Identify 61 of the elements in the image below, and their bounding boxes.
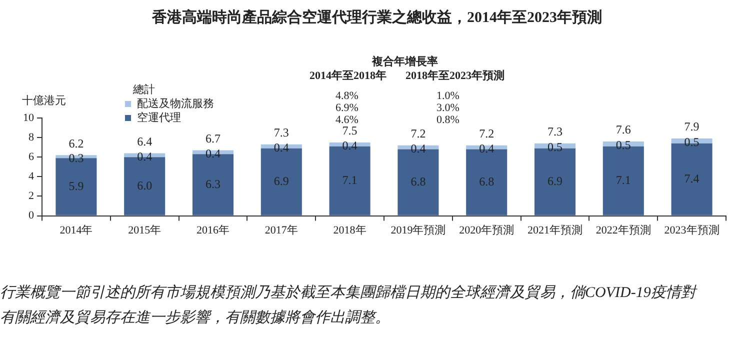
data-label: 0.4 <box>479 141 494 156</box>
text: 6.9% <box>336 102 358 114</box>
data-label: 0.5 <box>616 138 631 152</box>
x-tick-label: 2014年 <box>60 224 93 236</box>
data-label: 0.5 <box>684 135 700 150</box>
data-label: 7.1 <box>616 172 631 187</box>
data-label: 0.4 <box>410 141 426 156</box>
text: 1.0% <box>436 90 460 102</box>
y-axis-title: 十億港元 <box>22 94 66 107</box>
y-tick-label: 6 <box>28 151 34 164</box>
total-label: 7.2 <box>479 126 494 141</box>
text: 2018年至2023年預測 <box>406 68 504 82</box>
data-label: 6.8 <box>410 174 426 188</box>
data-label: 6.9 <box>274 174 289 188</box>
y-tick-label: 8 <box>28 131 34 144</box>
text: 4.8% <box>336 90 358 102</box>
data-label: 5.9 <box>68 178 84 193</box>
legend-label: 配送及物流服務 <box>137 96 214 110</box>
annotation: 4.6% <box>336 114 358 126</box>
data-label: 7.1 <box>342 172 358 187</box>
data-label: 0.4 <box>274 140 289 155</box>
y-tick-label: 0 <box>28 210 34 222</box>
data-label: 7.4 <box>684 172 700 186</box>
data-label: 0.4 <box>206 146 220 160</box>
y-tick-label: 10 <box>23 112 34 124</box>
text: 複合年增長率 <box>371 54 438 68</box>
total-label: 7.3 <box>274 126 289 140</box>
total-label: 7.9 <box>684 120 700 134</box>
x-tick-label: 2022年預測 <box>596 224 651 236</box>
total-label: 7.5 <box>342 124 358 138</box>
text: 有關經濟及貿易存在進一步影響，有關數據將會作出調整。 <box>0 308 390 326</box>
legend-label: 空運代理 <box>137 110 181 124</box>
x-tick-label: 2019年預測 <box>390 224 446 236</box>
text: 3.0% <box>436 102 460 114</box>
legend-title: 總計 <box>132 82 155 96</box>
data-label: 0.4 <box>137 149 152 164</box>
x-tick-label: 2015年 <box>128 224 162 236</box>
x-tick-label: 2023年預測 <box>664 224 720 236</box>
total-label: 6.4 <box>137 134 152 148</box>
data-label: 0.4 <box>342 138 358 153</box>
data-label: 6.9 <box>548 174 562 188</box>
annotation: 0.8% <box>436 114 460 126</box>
text: 2014年至2018年 <box>310 68 386 82</box>
data-label: 6.8 <box>479 174 494 188</box>
y-tick-label: 2 <box>28 190 34 202</box>
total-label: 7.2 <box>410 126 426 141</box>
x-tick-label: 2017年 <box>264 224 298 236</box>
x-tick-label: 2021年預測 <box>528 224 582 236</box>
chart-title: 香港高端時尚產品綜合空運代理行業之總收益，2014年至2023年預測 <box>151 8 602 26</box>
x-tick-label: 2018年 <box>333 224 366 236</box>
data-label: 6.0 <box>137 178 152 192</box>
x-tick-label: 2016年 <box>196 224 230 236</box>
x-tick-label: 2020年預測 <box>459 224 514 236</box>
y-tick-label: 4 <box>28 170 34 183</box>
total-label: 6.7 <box>206 131 220 146</box>
text: 行業概覽一節引述的所有市場規模預測乃基於截至本集團歸檔日期的全球經濟及貿易，倘COVID-19疫情對 <box>0 284 698 301</box>
data-label: 0.5 <box>548 140 562 154</box>
total-label: 7.3 <box>548 124 562 139</box>
total-label: 6.2 <box>68 136 84 150</box>
total-label: 7.6 <box>616 122 631 137</box>
data-label: 6.3 <box>206 176 220 191</box>
